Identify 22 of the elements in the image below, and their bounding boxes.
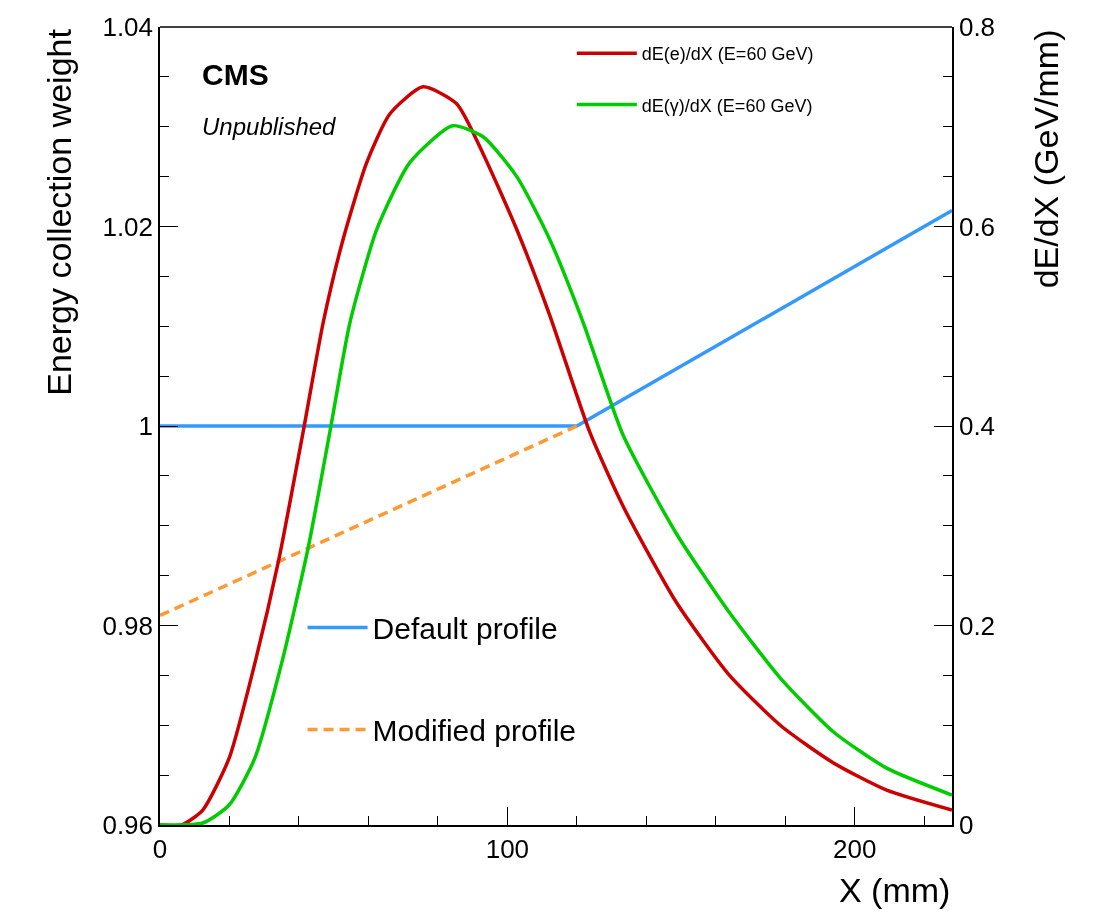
y-tick-label: 1.02 (102, 211, 154, 242)
x-tick-label: 100 (485, 833, 530, 864)
x-tick-label: 200 (833, 833, 877, 864)
y2-tick-label: 0 (958, 810, 974, 841)
x-axis-title: X (mm) (839, 871, 951, 909)
y-axis-title: Energy collection weight (39, 28, 78, 396)
y2-axis-title: dE/dX (GeV/mm) (1027, 29, 1066, 289)
y-tick-label: 0.96 (102, 810, 154, 841)
y-tick-label: 0.98 (102, 610, 154, 641)
legend-label: dE(e)/dX (E=60 GeV) (641, 44, 814, 65)
legend-label: Default profile (372, 612, 558, 646)
annotation: CMS (202, 58, 269, 91)
x-tick-label: 0 (152, 833, 168, 864)
y2-tick-label: 0.2 (958, 610, 996, 641)
legend-label: dE(γ)/dX (E=60 GeV) (641, 95, 813, 116)
y2-tick-label: 0.8 (958, 12, 996, 43)
legend-label: Modified profile (372, 714, 576, 748)
y-tick-label: 1 (138, 411, 154, 442)
y2-tick-label: 0.6 (958, 211, 996, 242)
y2-tick-label: 0.4 (958, 411, 996, 442)
y-tick-label: 1.04 (102, 12, 154, 43)
annotation: Unpublished (202, 113, 337, 140)
